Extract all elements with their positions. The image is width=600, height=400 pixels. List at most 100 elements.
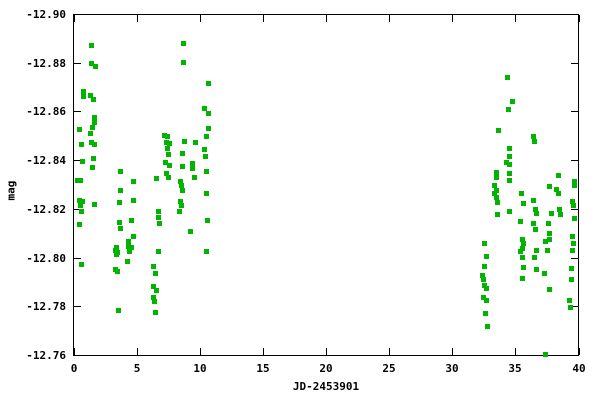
data-point — [180, 60, 186, 66]
data-point — [77, 197, 83, 203]
x-tick-label: 10 — [193, 362, 207, 375]
data-point — [205, 125, 211, 131]
data-point — [205, 217, 211, 223]
y-tick-mark-right — [571, 14, 578, 15]
data-point — [202, 105, 208, 111]
x-tick-mark — [579, 348, 580, 355]
data-point — [519, 190, 525, 196]
data-point — [548, 210, 554, 216]
data-point — [567, 298, 573, 304]
data-point — [546, 287, 552, 293]
data-point — [507, 170, 513, 176]
data-point — [570, 240, 576, 246]
data-point — [153, 310, 159, 316]
data-point — [126, 249, 132, 255]
y-tick-mark-right — [571, 63, 578, 64]
y-tick-mark-right — [571, 111, 578, 112]
data-point — [166, 174, 172, 180]
data-point — [117, 220, 123, 226]
x-tick-mark-top — [452, 15, 453, 22]
data-point — [531, 134, 537, 140]
data-point — [568, 305, 574, 311]
data-point — [554, 187, 560, 193]
data-point — [125, 238, 131, 244]
data-point — [164, 146, 170, 152]
x-tick-mark — [200, 348, 201, 355]
data-point — [547, 184, 553, 190]
data-point — [79, 261, 85, 267]
data-point — [504, 159, 510, 165]
data-point — [112, 248, 118, 254]
y-tick-label: -12.80 — [26, 252, 66, 265]
x-tick-mark-top — [74, 15, 75, 22]
data-point — [167, 163, 173, 169]
x-tick-label: 35 — [508, 362, 522, 375]
y-tick-label: -12.88 — [26, 57, 66, 70]
data-point — [531, 138, 537, 144]
x-tick-mark-top — [515, 15, 516, 22]
data-point — [87, 130, 93, 136]
data-point — [569, 198, 575, 204]
y-axis-title: mag — [4, 180, 18, 201]
data-point — [506, 154, 512, 160]
data-point — [78, 202, 84, 208]
y-tick-mark-right — [571, 355, 578, 356]
data-point — [558, 212, 564, 218]
data-point — [113, 252, 119, 258]
data-point — [495, 200, 501, 206]
data-point — [179, 183, 185, 189]
data-point — [164, 170, 170, 176]
data-point — [480, 272, 486, 278]
y-tick-mark — [74, 209, 81, 210]
data-point — [521, 265, 527, 271]
data-point — [124, 259, 130, 265]
data-point — [165, 151, 171, 157]
data-point — [163, 160, 169, 166]
data-point — [494, 175, 500, 181]
data-point — [570, 203, 576, 209]
data-point — [534, 248, 540, 254]
y-tick-label: -12.82 — [26, 203, 66, 216]
data-point — [150, 263, 156, 269]
data-point — [91, 155, 97, 161]
data-point — [482, 240, 488, 246]
data-point — [156, 220, 162, 226]
data-point — [571, 178, 577, 184]
data-point — [155, 249, 161, 255]
data-point — [130, 179, 136, 185]
data-point — [80, 198, 86, 204]
data-point — [90, 125, 96, 131]
data-point — [89, 60, 95, 66]
y-tick-mark — [74, 14, 81, 15]
data-point — [482, 264, 488, 270]
x-tick-label: 25 — [382, 362, 396, 375]
x-tick-mark-top — [137, 15, 138, 22]
x-tick-mark-top — [263, 15, 264, 22]
x-tick-mark — [452, 348, 453, 355]
data-point — [155, 209, 161, 215]
data-point — [88, 140, 94, 146]
y-tick-mark — [74, 160, 81, 161]
data-point — [165, 134, 171, 140]
x-tick-label: 30 — [445, 362, 459, 375]
data-point — [93, 64, 99, 70]
data-point — [92, 119, 98, 125]
data-point — [493, 169, 499, 175]
y-tick-mark-right — [571, 160, 578, 161]
data-point — [481, 282, 487, 288]
x-tick-label: 5 — [133, 362, 141, 375]
data-point — [80, 159, 86, 165]
x-axis-title: JD-2453901 — [292, 380, 360, 393]
data-point — [557, 207, 563, 213]
data-point — [91, 97, 97, 103]
data-point — [518, 248, 524, 254]
x-tick-mark — [515, 348, 516, 355]
data-point — [190, 161, 196, 167]
data-point — [532, 206, 538, 212]
data-point — [569, 265, 575, 271]
data-point — [543, 239, 549, 245]
y-tick-mark-right — [571, 258, 578, 259]
data-point — [77, 127, 83, 133]
data-point — [88, 43, 94, 49]
data-point — [495, 211, 501, 217]
